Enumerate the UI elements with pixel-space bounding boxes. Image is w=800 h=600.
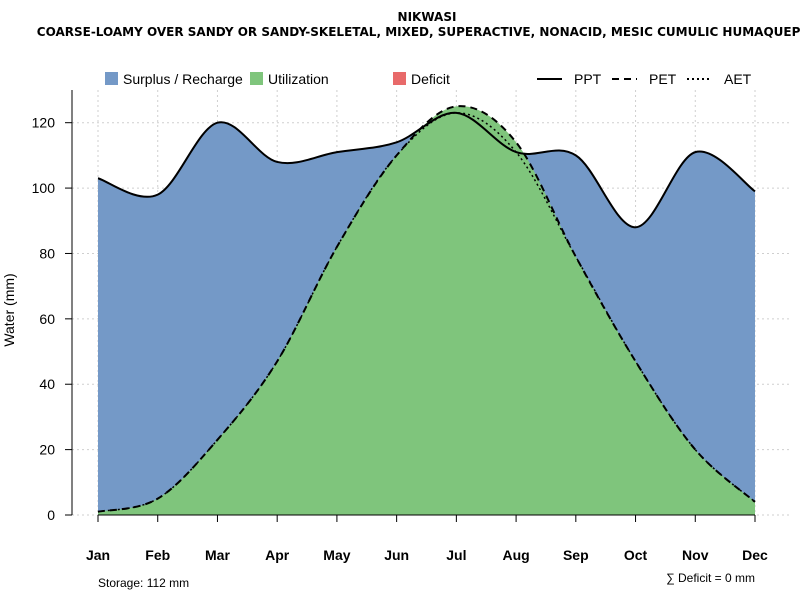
deficit-total-label: ∑ Deficit = 0 mm <box>666 571 755 585</box>
legend-surplus-label: Surplus / Recharge <box>123 71 243 87</box>
y-tick-label: 80 <box>39 245 55 261</box>
x-tick-label-nov: Nov <box>682 547 709 563</box>
x-tick-label-jan: Jan <box>86 547 110 563</box>
chart-subtitle: COARSE-LOAMY OVER SANDY OR SANDY-SKELETA… <box>37 25 800 39</box>
y-tick-label: 120 <box>32 115 56 131</box>
legend-pet-label: PET <box>649 71 677 87</box>
legend-ppt-label: PPT <box>574 71 602 87</box>
legend-utilization-swatch <box>250 72 263 85</box>
legend-deficit-label: Deficit <box>411 71 450 87</box>
x-tick-label-oct: Oct <box>624 547 648 563</box>
aet-line <box>97 112 756 513</box>
legend-surplus-swatch <box>105 72 118 85</box>
legend-utilization-label: Utilization <box>268 71 329 87</box>
x-tick-label-mar: Mar <box>205 547 230 563</box>
y-tick-label: 60 <box>39 311 55 327</box>
legend-deficit-swatch <box>393 72 406 85</box>
x-tick-label-may: May <box>323 547 350 563</box>
legend-aet-label: AET <box>724 71 752 87</box>
storage-label: Storage: 112 mm <box>98 576 189 590</box>
x-tick-label-apr: Apr <box>265 547 290 563</box>
y-tick-label: 100 <box>32 180 56 196</box>
x-tick-label-feb: Feb <box>145 547 170 563</box>
x-tick-label-jun: Jun <box>384 547 409 563</box>
utilization-area <box>98 106 755 515</box>
y-axis-label: Water (mm) <box>1 273 17 346</box>
y-tick-label: 20 <box>39 442 55 458</box>
x-tick-label-dec: Dec <box>742 547 768 563</box>
x-tick-label-aug: Aug <box>502 547 529 563</box>
y-tick-label: 40 <box>39 376 55 392</box>
x-tick-label-jul: Jul <box>446 547 466 563</box>
legend: Surplus / Recharge Utilization Deficit P… <box>105 71 752 87</box>
x-tick-label-sep: Sep <box>563 547 589 563</box>
chart-title: NIKWASI <box>398 10 457 24</box>
x-ticks: Jan Feb Mar Apr May Jun Jul Aug Sep Oct Nov Dec <box>86 515 768 563</box>
y-tick-label: 0 <box>47 507 55 523</box>
y-ticks: 0 20 40 60 80 100 120 <box>32 115 72 523</box>
